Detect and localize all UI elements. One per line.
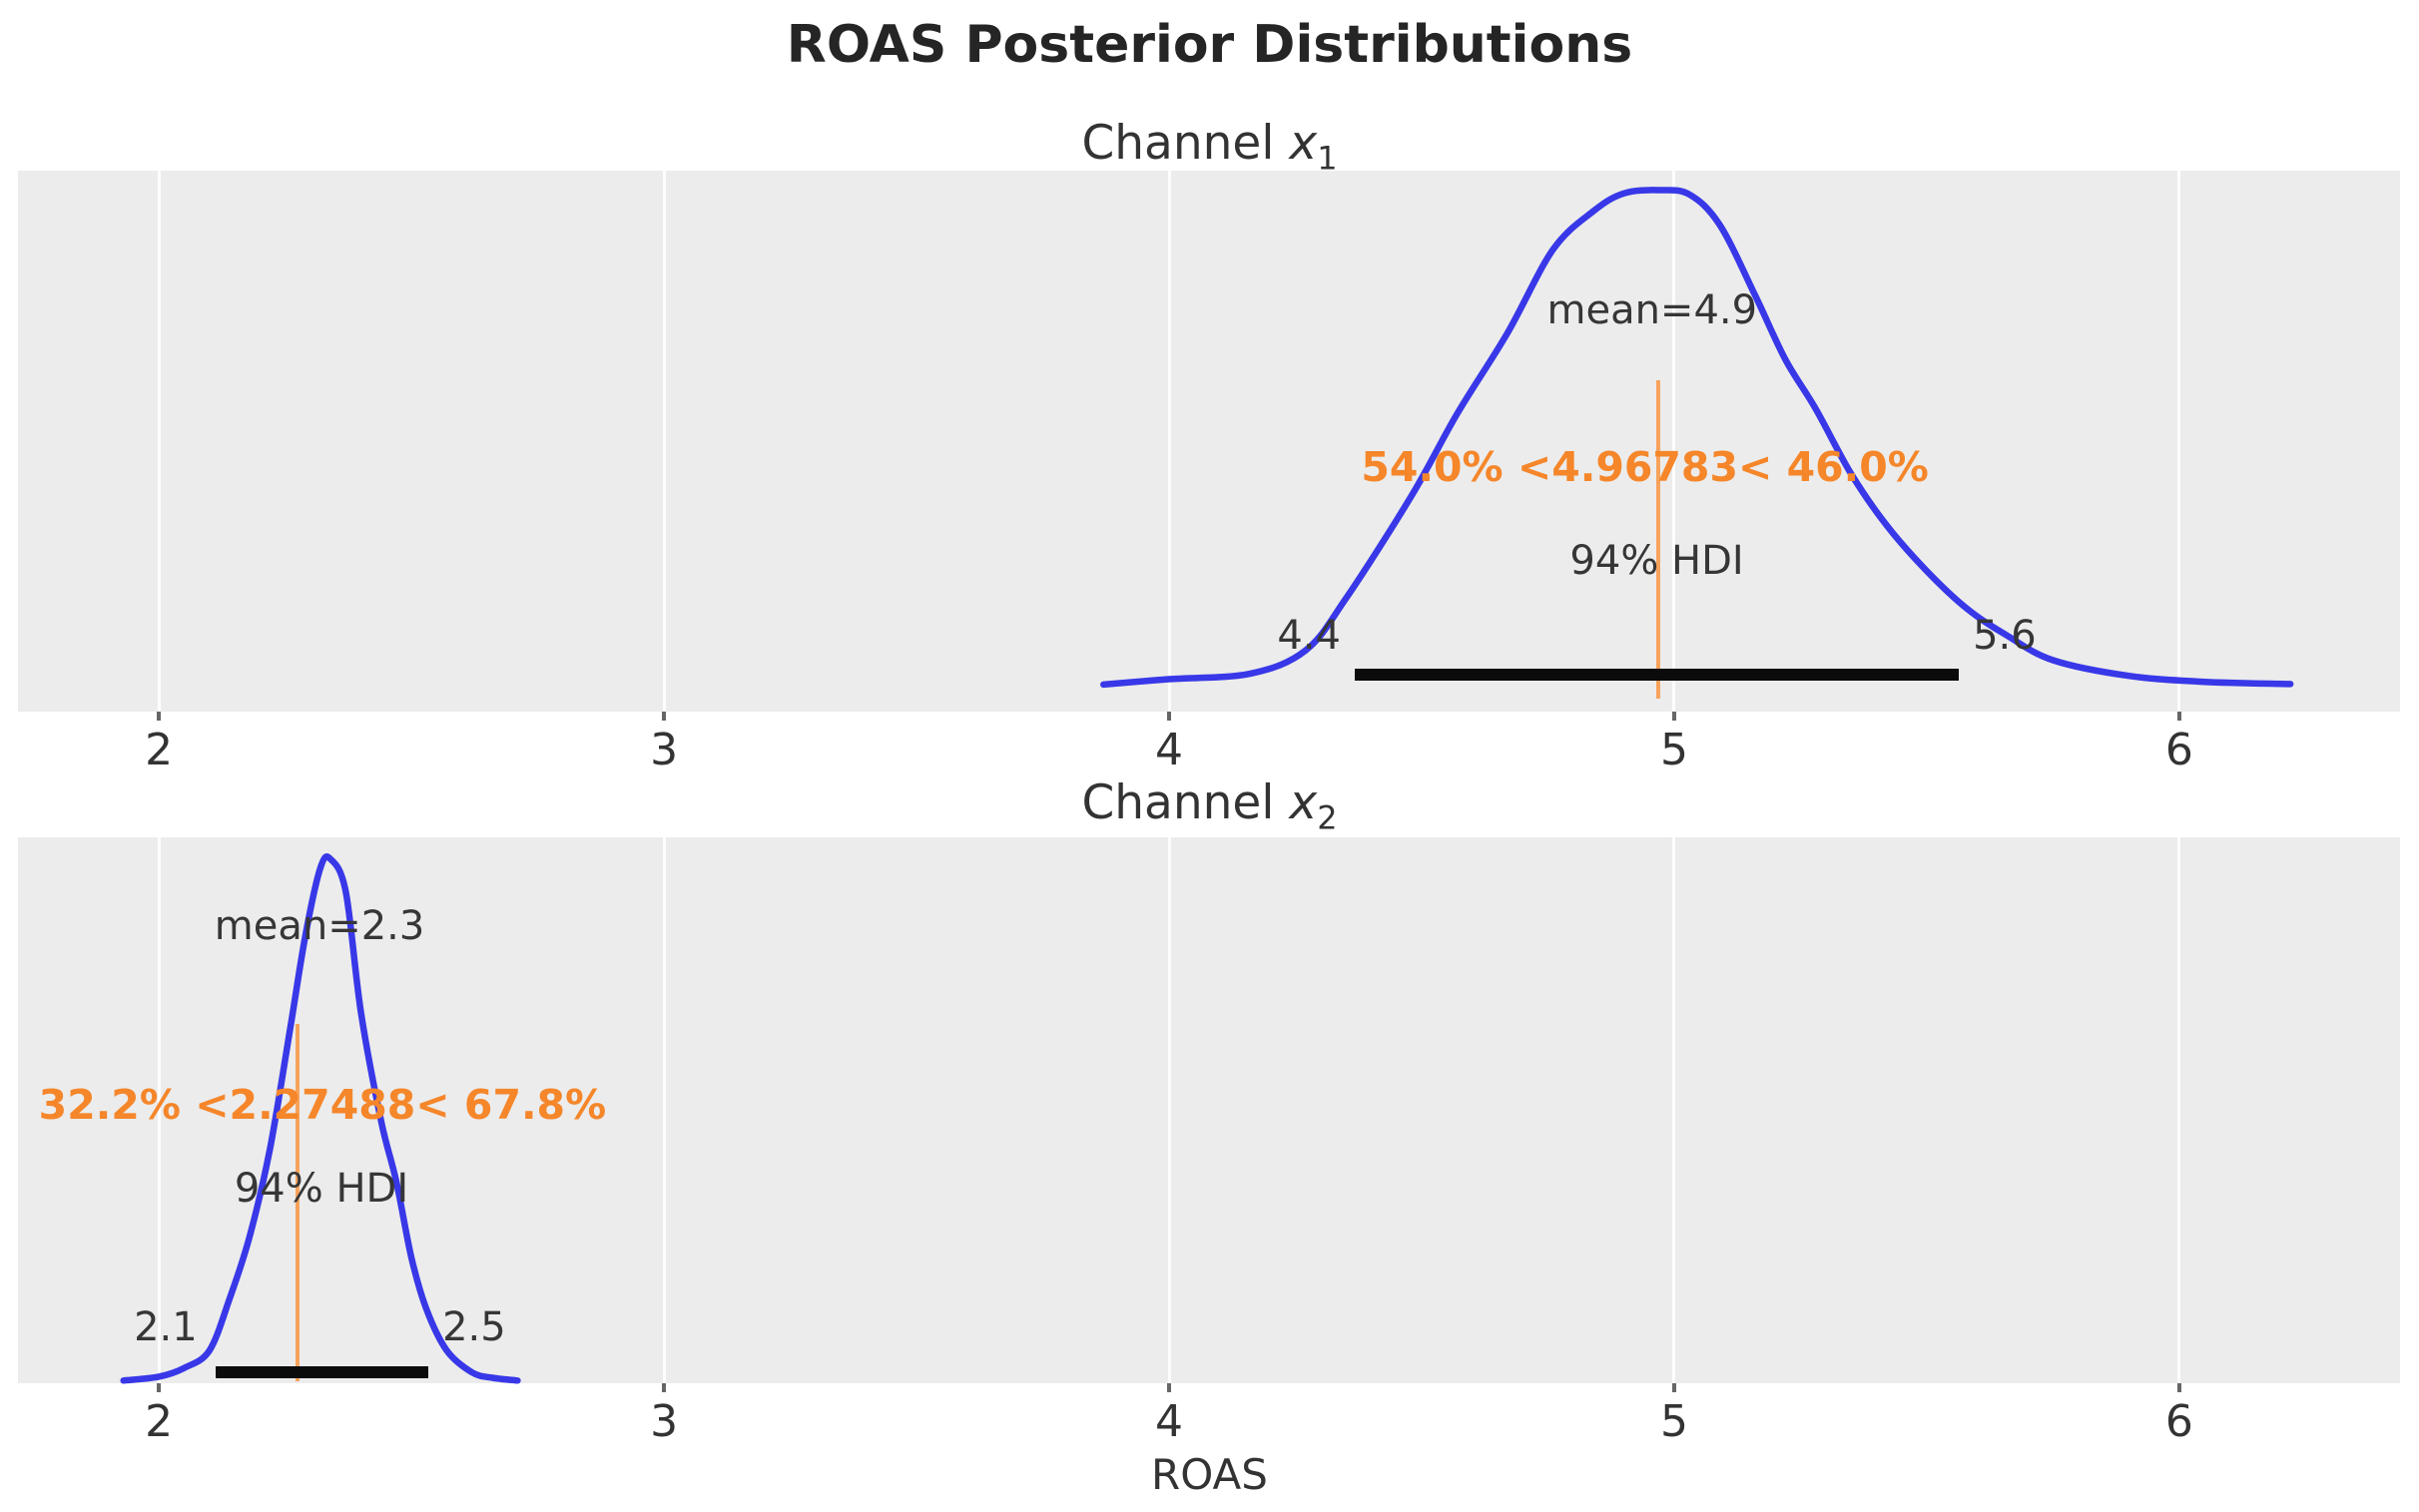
tick-mark-6	[2176, 712, 2181, 721]
gridline-x-2	[157, 171, 161, 712]
tick-mark-4	[1167, 712, 1172, 721]
tick-mark-3	[662, 1383, 667, 1392]
ref-percent-label: 54.0% <4.96783< 46.0%	[1361, 443, 1929, 492]
subplot-title-channel-x1: Channel x1	[0, 117, 2419, 185]
hdi-bar	[1354, 669, 1959, 682]
tick-label-2: 2	[145, 1396, 174, 1447]
channel-title-subscript: 2	[1317, 798, 1338, 837]
channel-title-subscript: 1	[1317, 139, 1338, 178]
tick-mark-5	[1671, 712, 1676, 721]
gridline-x-3	[662, 171, 666, 712]
tick-label-4: 4	[1155, 1396, 1184, 1447]
tick-label-5: 5	[1659, 725, 1688, 775]
tick-label-6: 6	[2164, 725, 2193, 775]
kde-curve	[1100, 187, 2294, 689]
ref-value-line	[296, 1024, 301, 1382]
gridline-x-4	[1167, 171, 1171, 712]
tick-mark-3	[662, 712, 667, 721]
axes-channel-x2: mean=2.3 32.2% <2.27488< 67.8% 94% HDI 2…	[18, 837, 2400, 1384]
tick-mark-2	[157, 712, 162, 721]
subplot-title-channel-x2: Channel x2	[0, 776, 2419, 844]
gridline-x-6	[2177, 837, 2181, 1383]
channel-title-var: x	[1289, 775, 1318, 830]
channel-title-prefix: Channel	[1081, 775, 1275, 830]
hdi-low-label: 4.4	[1277, 613, 1342, 660]
axes-channel-x1: mean=4.9 54.0% <4.96783< 46.0% 94% HDI 4…	[18, 171, 2400, 712]
hdi-high-label: 2.5	[442, 1304, 506, 1351]
gridline-x-2	[157, 837, 161, 1383]
tick-label-6: 6	[2164, 1396, 2193, 1447]
hdi-title-label: 94% HDI	[234, 1165, 409, 1212]
hdi-low-label: 2.1	[134, 1304, 198, 1351]
kde-path	[1100, 187, 2294, 689]
tick-mark-2	[157, 1383, 162, 1392]
mean-label: mean=4.9	[1546, 286, 1758, 333]
channel-title-var: x	[1289, 116, 1318, 171]
gridline-x-5	[1672, 837, 1676, 1383]
ref-value-line	[1655, 379, 1660, 699]
tick-label-2: 2	[145, 725, 174, 775]
channel-title-prefix: Channel	[1081, 116, 1275, 171]
gridline-x-6	[2177, 171, 2181, 712]
tick-label-3: 3	[650, 725, 679, 775]
figure-title: ROAS Posterior Distributions	[786, 15, 1633, 75]
x-axis-ticks-top: 2 3 4 5 6	[18, 712, 2400, 783]
tick-mark-4	[1167, 1383, 1172, 1392]
x-axis-ticks-bottom: 2 3 4 5 6	[18, 1383, 2400, 1455]
tick-label-3: 3	[650, 1396, 679, 1447]
mean-label: mean=2.3	[214, 903, 425, 950]
tick-label-5: 5	[1659, 1396, 1688, 1447]
kde-path	[120, 853, 521, 1384]
x-axis-label: ROAS	[1151, 1450, 1268, 1499]
hdi-title-label: 94% HDI	[1569, 537, 1744, 584]
tick-label-4: 4	[1155, 725, 1184, 775]
hdi-bar	[216, 1366, 429, 1379]
ref-percent-label: 32.2% <2.27488< 67.8%	[38, 1081, 607, 1130]
hdi-high-label: 5.6	[1973, 613, 2037, 660]
gridline-x-3	[662, 837, 666, 1383]
tick-mark-5	[1671, 1383, 1676, 1392]
kde-curve	[120, 853, 521, 1384]
tick-mark-6	[2176, 1383, 2181, 1392]
gridline-x-5	[1672, 171, 1676, 712]
gridline-x-4	[1167, 837, 1171, 1383]
